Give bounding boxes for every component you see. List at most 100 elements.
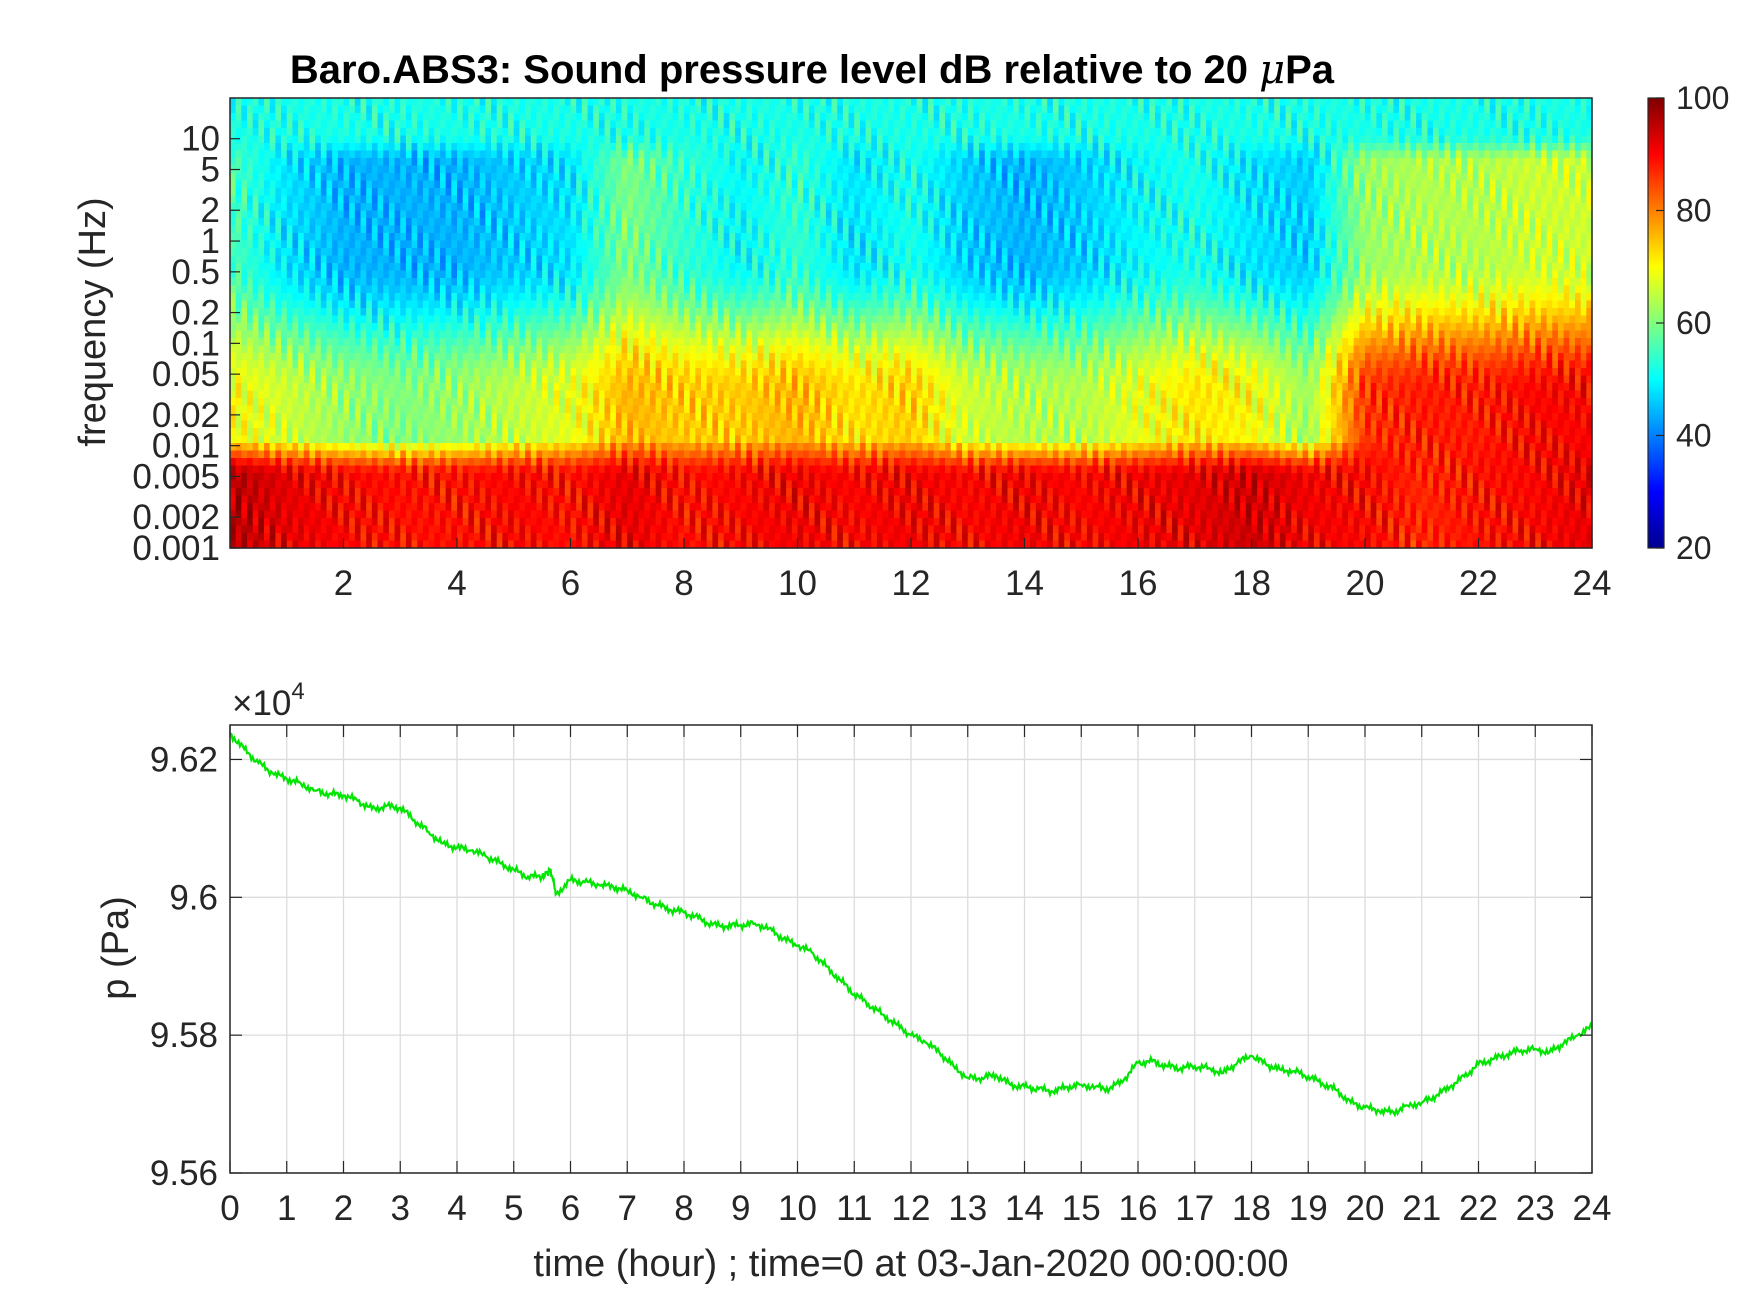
spectrogram-cell — [309, 135, 316, 144]
spectrogram-cell — [695, 218, 702, 227]
spectrogram-cell — [1041, 98, 1048, 107]
spectrogram-cell — [1098, 233, 1105, 242]
spectrogram-cell — [1052, 180, 1060, 189]
spectrogram-cell — [1189, 128, 1196, 137]
spectrogram-cell — [1149, 135, 1156, 144]
spectrogram-cell — [1138, 195, 1145, 204]
spectrogram-cell — [519, 98, 526, 107]
spectrogram-cell — [649, 240, 657, 249]
spectrogram-cell — [258, 180, 265, 189]
spectrogram-cell — [1535, 188, 1542, 197]
spectrogram-cell — [445, 165, 452, 174]
spectrogram-cell — [1302, 98, 1309, 107]
spectrogram-cell — [701, 203, 708, 212]
spectrogram-cell — [1257, 98, 1264, 107]
spectrogram-cell — [564, 158, 572, 167]
spectrogram-cell — [1086, 165, 1094, 174]
spectrogram-cell — [1325, 173, 1332, 182]
spectrogram-cell — [1024, 113, 1031, 122]
spectrogram-cell — [1399, 188, 1406, 197]
spectrogram-cell — [502, 218, 509, 227]
spectrogram-cell — [649, 195, 657, 204]
spectrogram-cell — [264, 248, 271, 257]
spectrogram-cell — [1149, 203, 1156, 212]
title-suffix: Pa — [1285, 48, 1335, 92]
spectrogram-cell — [1370, 150, 1377, 159]
spectrogram-cell — [230, 150, 237, 159]
spectrogram-cell — [1126, 120, 1133, 129]
spectrogram-cell — [1211, 150, 1219, 159]
spectrogram-cell — [354, 173, 362, 182]
spectrogram-cell — [1421, 143, 1429, 152]
spectrogram-cell — [1013, 225, 1020, 234]
spectrogram-cell — [649, 128, 657, 137]
spectrogram-cell — [1580, 233, 1587, 242]
spectrogram-cell — [814, 98, 821, 107]
spectrogram-cell — [1030, 240, 1037, 249]
spectrogram-cell — [422, 248, 430, 257]
spectrogram-cell — [252, 98, 259, 107]
spectrogram-cell — [695, 248, 702, 257]
spectrogram-cell — [672, 225, 679, 234]
spectrogram-cell — [1172, 143, 1179, 152]
spectrogram-cell — [337, 225, 345, 234]
spectrogram-cell — [831, 128, 838, 137]
spectrogram-cell — [1047, 113, 1054, 122]
spectrogram-cell — [1359, 195, 1366, 204]
spectrogram-cell — [979, 203, 986, 212]
spectrogram-cell — [315, 120, 322, 129]
spectrogram-cell — [984, 218, 992, 227]
spectrogram-cell — [405, 113, 413, 122]
spectrogram-cell — [735, 173, 742, 182]
spectrogram-cell — [774, 218, 782, 227]
spectrogram-cell — [1234, 210, 1241, 219]
spectrogram-cell — [1495, 210, 1502, 219]
spectrogram-cell — [615, 105, 623, 114]
spectrogram-cell — [581, 248, 589, 257]
spectrogram-cell — [893, 188, 901, 197]
spectrogram-cell — [763, 98, 770, 107]
spectrogram-cell — [468, 98, 475, 107]
spectrogram-cell — [1058, 120, 1065, 129]
spectrogram-cell — [945, 128, 952, 137]
spectrogram-cell — [752, 113, 759, 122]
spectrogram-cell — [587, 218, 594, 227]
spectrogram-cell — [1075, 158, 1082, 167]
spectrogram-cell — [1013, 173, 1020, 182]
spectrogram-cell — [1444, 165, 1451, 174]
spectrogram-cell — [1296, 158, 1304, 167]
spectrogram-cell — [1467, 203, 1474, 212]
spectrogram-cell — [332, 218, 339, 227]
spectrogram-cell — [933, 113, 940, 122]
spectrogram-cell — [530, 143, 538, 152]
spectrogram-cell — [990, 158, 997, 167]
spectrogram-cell — [825, 165, 833, 174]
spectrogram-cell — [723, 128, 730, 137]
spectrogram-cell — [388, 165, 396, 174]
spectrogram-cell — [1223, 188, 1230, 197]
spectrogram-cell — [1030, 210, 1037, 219]
spectrogram-cell — [1183, 120, 1190, 129]
spectrogram-cell — [996, 105, 1003, 114]
spectrogram-cell — [888, 158, 895, 167]
spectrogram-cell — [1399, 158, 1406, 167]
spectrogram-cell — [252, 210, 259, 219]
spectrogram-cell — [1064, 158, 1071, 167]
spectrogram-cell — [1467, 218, 1474, 227]
spectrogram-cell — [1013, 98, 1020, 107]
spectrogram-cell — [564, 113, 572, 122]
spectrogram-cell — [1580, 165, 1587, 174]
spectrogram-cell — [712, 233, 719, 242]
spectrogram-cell — [859, 210, 867, 219]
spectrogram-cell — [1274, 188, 1281, 197]
spectrogram-cell — [1467, 210, 1474, 219]
spectrogram-cell — [445, 113, 452, 122]
spectrogram-cell — [865, 233, 872, 242]
spectrogram-cell — [1319, 240, 1326, 249]
spectrogram-cell — [1115, 188, 1122, 197]
spectrogram-cell — [598, 233, 606, 242]
spectrogram-cell — [1387, 218, 1394, 227]
spectrogram-cell — [1540, 173, 1548, 182]
spectrogram-cell — [547, 98, 555, 107]
spectrogram-cell — [1069, 188, 1077, 197]
